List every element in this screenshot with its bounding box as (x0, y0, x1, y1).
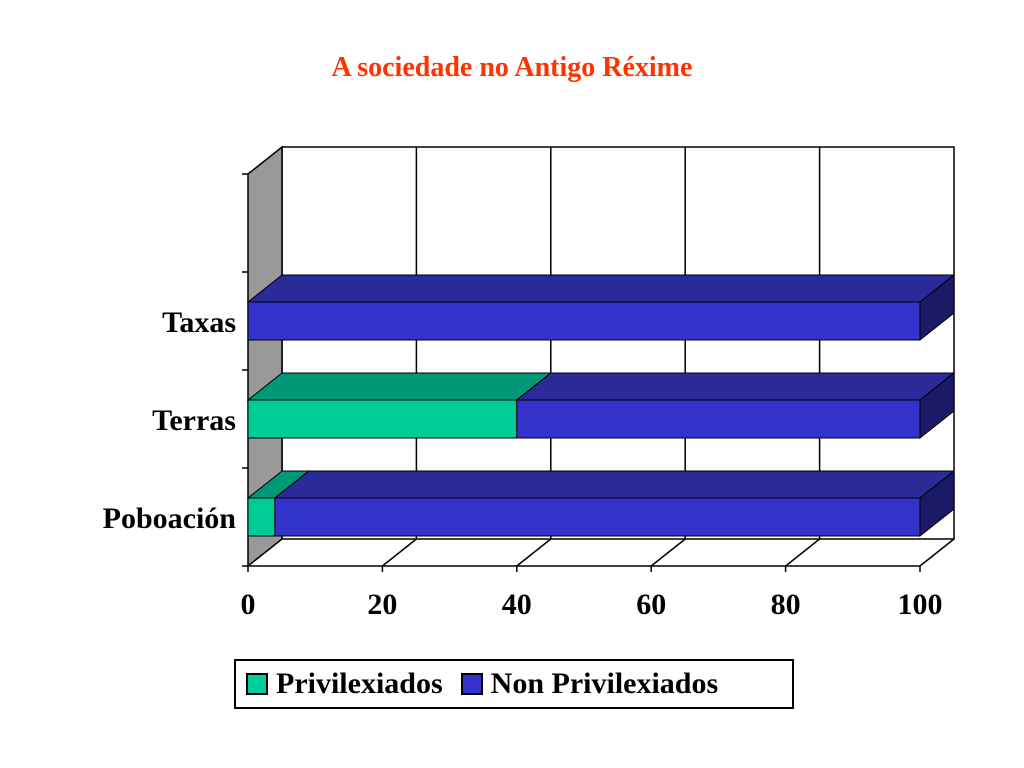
category-label: Poboación (103, 502, 237, 535)
floor-gridline (650, 538, 686, 567)
category-label: Taxas (162, 306, 236, 339)
chart-legend: Privilexiados Non Privilexiados (234, 659, 794, 709)
x-tick-labels: 0 20 40 60 80 100 (241, 588, 943, 621)
x-tick-label: 100 (898, 588, 943, 621)
x-tick-label: 60 (636, 588, 666, 621)
bar-non-privilexiados (516, 399, 921, 439)
category-labels: Poboación Terras Taxas (103, 306, 237, 535)
chart-title: A sociedade no Antigo Réxime (331, 52, 693, 83)
x-tick-label: 80 (771, 588, 801, 621)
floor-gridline (381, 538, 417, 567)
category-label: Terras (152, 404, 236, 437)
legend-label-non-privilexiados: Non Privilexiados (490, 667, 719, 700)
bar-privilexiados-top (246, 372, 553, 401)
x-tick-label: 0 (241, 588, 256, 621)
floor-gridline (785, 538, 821, 567)
x-tick-label: 20 (367, 588, 397, 621)
x-tick-label: 40 (502, 588, 532, 621)
bar-non-privilexiados (274, 497, 921, 537)
bar-non-privilexiados-side (919, 469, 955, 538)
floor-gridline (516, 538, 552, 567)
legend-item-privilexiados: Privilexiados (246, 667, 443, 701)
bar-non-privilexiados-side (919, 273, 955, 342)
bar-non-privilexiados-top (273, 470, 956, 499)
bar-privilexiados (247, 399, 518, 439)
chart-bars (246, 273, 956, 538)
legend-swatch-non-privilexiados (460, 673, 483, 695)
legend-item-non-privilexiados: Non Privilexiados (460, 667, 719, 701)
bar-non-privilexiados-top (515, 372, 956, 401)
bar-non-privilexiados (247, 301, 921, 341)
bar-privilexiados (247, 497, 276, 537)
bar-non-privilexiados-side (919, 371, 955, 440)
floor-gridline (919, 538, 955, 567)
legend-label-privilexiados: Privilexiados (276, 667, 443, 700)
legend-swatch-privilexiados (246, 673, 268, 695)
bar-non-privilexiados-top (246, 274, 956, 303)
